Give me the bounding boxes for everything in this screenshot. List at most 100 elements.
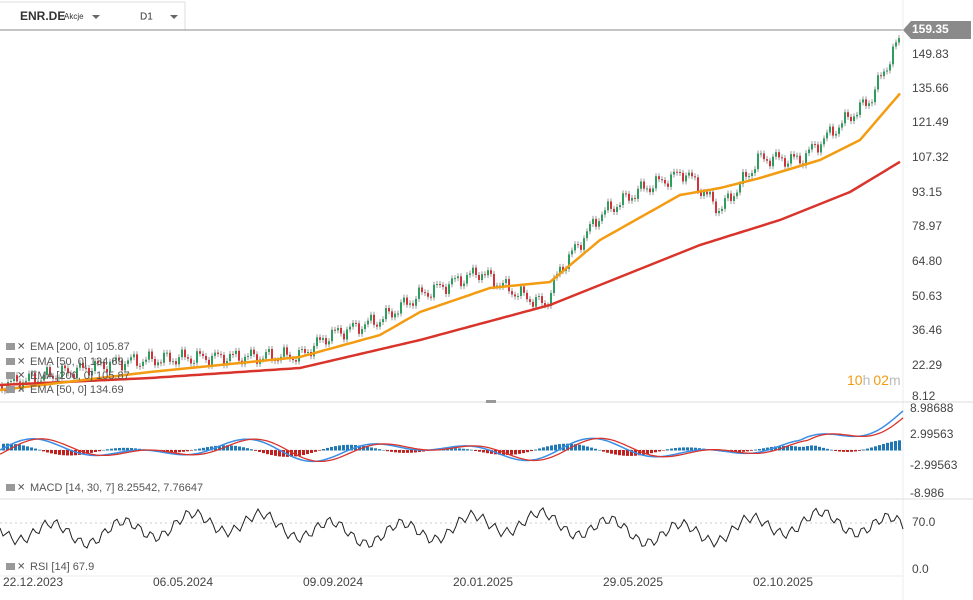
candle xyxy=(622,193,624,206)
candle xyxy=(4,390,6,392)
macd-bar xyxy=(414,450,417,453)
candle xyxy=(196,351,198,363)
candle xyxy=(466,274,468,284)
candle xyxy=(184,349,186,358)
candle xyxy=(301,349,303,351)
macd-bar xyxy=(558,444,561,451)
price-tick-label: 78.97 xyxy=(912,219,942,233)
macd-bar xyxy=(330,446,333,451)
candle xyxy=(604,210,606,215)
candle xyxy=(829,126,831,133)
macd-bar xyxy=(774,446,777,451)
macd-bar xyxy=(682,447,685,451)
macd-bar xyxy=(818,446,821,451)
indicator-legend: EMA [50, 0] 134.69 xyxy=(30,356,124,368)
price-tick-label: 93.15 xyxy=(912,185,942,199)
candle xyxy=(577,244,579,246)
macd-bar xyxy=(6,443,9,451)
macd-bar xyxy=(862,449,865,451)
candle xyxy=(388,308,390,312)
candle xyxy=(199,351,201,354)
macd-bar xyxy=(518,450,521,454)
settings-icon xyxy=(6,386,15,393)
macd-bar xyxy=(838,450,841,452)
candle xyxy=(748,175,750,177)
candle xyxy=(682,172,684,182)
macd-bar xyxy=(490,450,493,454)
candle xyxy=(568,254,570,269)
candle xyxy=(760,153,762,155)
candle xyxy=(250,349,252,356)
minutes: 02 xyxy=(873,372,889,388)
price-tick-label: 36.46 xyxy=(912,323,942,337)
macd-bar xyxy=(234,445,237,451)
macd-bar xyxy=(786,445,789,451)
candle xyxy=(799,155,801,164)
macd-bar xyxy=(286,450,289,457)
candle xyxy=(505,279,507,283)
candle xyxy=(898,38,900,43)
macd-bar xyxy=(858,450,861,451)
candle xyxy=(646,188,648,190)
candle xyxy=(421,287,423,293)
macd-bar xyxy=(174,450,177,453)
candle xyxy=(130,357,132,361)
candle xyxy=(94,360,96,371)
candle xyxy=(889,64,891,71)
hours-unit: h xyxy=(863,372,871,388)
macd-bar xyxy=(26,446,29,451)
macd-bar xyxy=(762,448,765,451)
macd-bar xyxy=(750,450,753,451)
candle xyxy=(832,126,834,136)
candle xyxy=(703,191,705,196)
macd-bar xyxy=(514,450,517,455)
candle xyxy=(382,319,384,323)
macd-bar xyxy=(194,449,197,451)
macd-bar xyxy=(362,445,365,451)
candle xyxy=(838,127,840,134)
macd-bar xyxy=(686,447,689,451)
candle xyxy=(517,295,519,297)
candle xyxy=(286,347,288,355)
candle xyxy=(676,171,678,173)
macd-bar xyxy=(86,450,89,454)
candle xyxy=(772,156,774,167)
dropdown-caret[interactable] xyxy=(170,15,178,19)
macd-bar xyxy=(122,447,125,451)
candle xyxy=(736,192,738,197)
candle xyxy=(862,99,864,103)
candle xyxy=(217,352,219,355)
macd-bar xyxy=(690,447,693,451)
candle xyxy=(205,355,207,360)
candle xyxy=(856,114,858,117)
candle xyxy=(91,370,93,376)
candle xyxy=(343,333,345,340)
candle xyxy=(331,329,333,342)
timeframe[interactable]: D1 xyxy=(140,12,153,23)
candle xyxy=(670,174,672,187)
macd-bar xyxy=(522,450,525,454)
macd-bar xyxy=(230,445,233,451)
candle xyxy=(352,322,354,327)
macd-bar xyxy=(334,446,337,451)
macd-bar xyxy=(130,448,133,451)
candle xyxy=(394,313,396,318)
candle xyxy=(841,123,843,128)
macd-bar xyxy=(742,450,745,452)
candle xyxy=(823,138,825,145)
candle xyxy=(202,353,204,356)
macd-bar xyxy=(658,450,661,452)
macd-bar xyxy=(806,446,809,451)
macd-bar xyxy=(54,450,57,455)
macd-bar xyxy=(198,448,201,451)
dropdown-caret[interactable] xyxy=(92,15,100,19)
pane-handle[interactable] xyxy=(486,400,496,403)
candle xyxy=(766,159,768,161)
candle xyxy=(754,169,756,174)
candle xyxy=(10,381,12,383)
macd-bar xyxy=(50,450,53,454)
symbol[interactable]: ENR.DE xyxy=(20,9,65,23)
candle xyxy=(598,221,600,227)
candle xyxy=(589,224,591,232)
candle xyxy=(679,172,681,174)
